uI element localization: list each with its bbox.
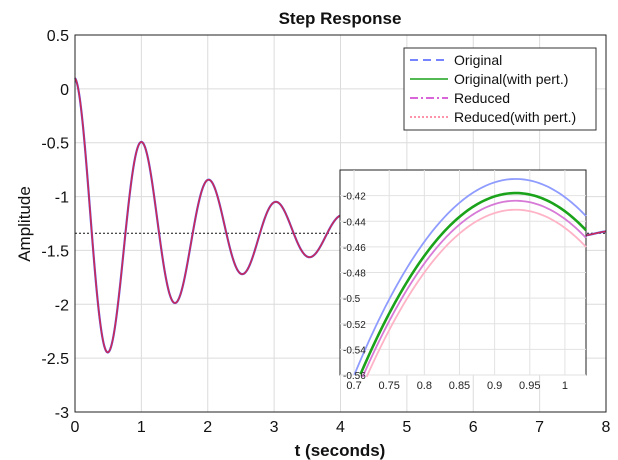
- x-tick-label: 1: [137, 419, 146, 436]
- inset-curve: [359, 191, 587, 375]
- inset-y-tick-label: -0.56: [343, 371, 366, 382]
- x-tick-label: 3: [270, 419, 279, 436]
- inset-curves: [353, 178, 587, 378]
- y-axis-ticks: 0.5 0 -0.5 -1 -1.5 -2 -2.5 -3: [41, 28, 69, 422]
- x-tick-label: 6: [469, 419, 478, 436]
- inset-x-tick-label: 0.75: [378, 380, 399, 392]
- x-tick-label: 4: [336, 419, 345, 436]
- inset-x-tick-label: 0.95: [519, 380, 540, 392]
- y-tick-label: 0.5: [47, 28, 69, 45]
- x-tick-label: 7: [535, 419, 544, 436]
- legend: Original Original(with pert.) Reduced Reduc…: [403, 47, 597, 131]
- y-tick-label: -3: [55, 405, 69, 422]
- y-tick-label: 0: [60, 82, 69, 99]
- inset-x-tick-label: 0.8: [417, 380, 432, 392]
- x-tick-label: 8: [602, 419, 611, 436]
- inset-y-tick-label: -0.5: [343, 294, 361, 305]
- legend-label: Original: [454, 52, 502, 68]
- inset-x-tick-label: 0.7: [346, 380, 361, 392]
- inset-y-tick-label: -0.42: [343, 192, 366, 203]
- y-tick-label: -1: [55, 190, 69, 207]
- legend-label: Original(with pert.): [454, 71, 568, 87]
- inset-y-tick-label: -0.48: [343, 269, 366, 280]
- y-tick-label: -2.5: [41, 351, 69, 368]
- x-tick-label: 0: [71, 419, 80, 436]
- inset-curve: [365, 208, 587, 378]
- inset-x-tick-label: 0.85: [449, 380, 470, 392]
- x-tick-label: 5: [402, 419, 411, 436]
- inset-y-tick-label: -0.54: [343, 345, 366, 356]
- inset-y-tick-label: -0.46: [343, 243, 366, 254]
- inset-curve: [353, 178, 587, 376]
- inset-x-ticks: 0.7 0.75 0.8 0.85 0.9 0.95 1: [346, 380, 568, 392]
- plot-area: [74, 34, 607, 413]
- x-tick-label: 2: [203, 419, 212, 436]
- y-tick-label: -1.5: [41, 243, 69, 260]
- inset-x-tick-label: 0.9: [487, 380, 502, 392]
- inset-y-tick-label: -0.52: [343, 320, 366, 331]
- inset-curve: [361, 199, 587, 378]
- inset-y-tick-label: -0.44: [343, 217, 366, 228]
- chart-title: Step Response: [279, 9, 402, 28]
- y-axis-label: Amplitude: [15, 186, 34, 262]
- zoom-inset: 0.7 0.75 0.8 0.85 0.9 0.95 1 -0.42-0.44-0.46-0…: [339, 169, 587, 392]
- inset-y-ticks: -0.42 -0.44 -0.46 -0.48 -0.5 -0.52 -0.54 -0.56: [343, 192, 366, 382]
- inset-x-tick-label: 1: [562, 380, 568, 392]
- legend-label: Reduced(with pert.): [454, 109, 576, 125]
- x-axis-label: t (seconds): [295, 441, 386, 460]
- legend-label: Reduced: [454, 90, 510, 106]
- y-tick-label: -0.5: [41, 136, 69, 153]
- y-tick-label: -2: [55, 297, 69, 314]
- inset-grid: [340, 170, 586, 376]
- x-axis-ticks: 0 1 2 3 4 5 6 7 8: [71, 419, 611, 436]
